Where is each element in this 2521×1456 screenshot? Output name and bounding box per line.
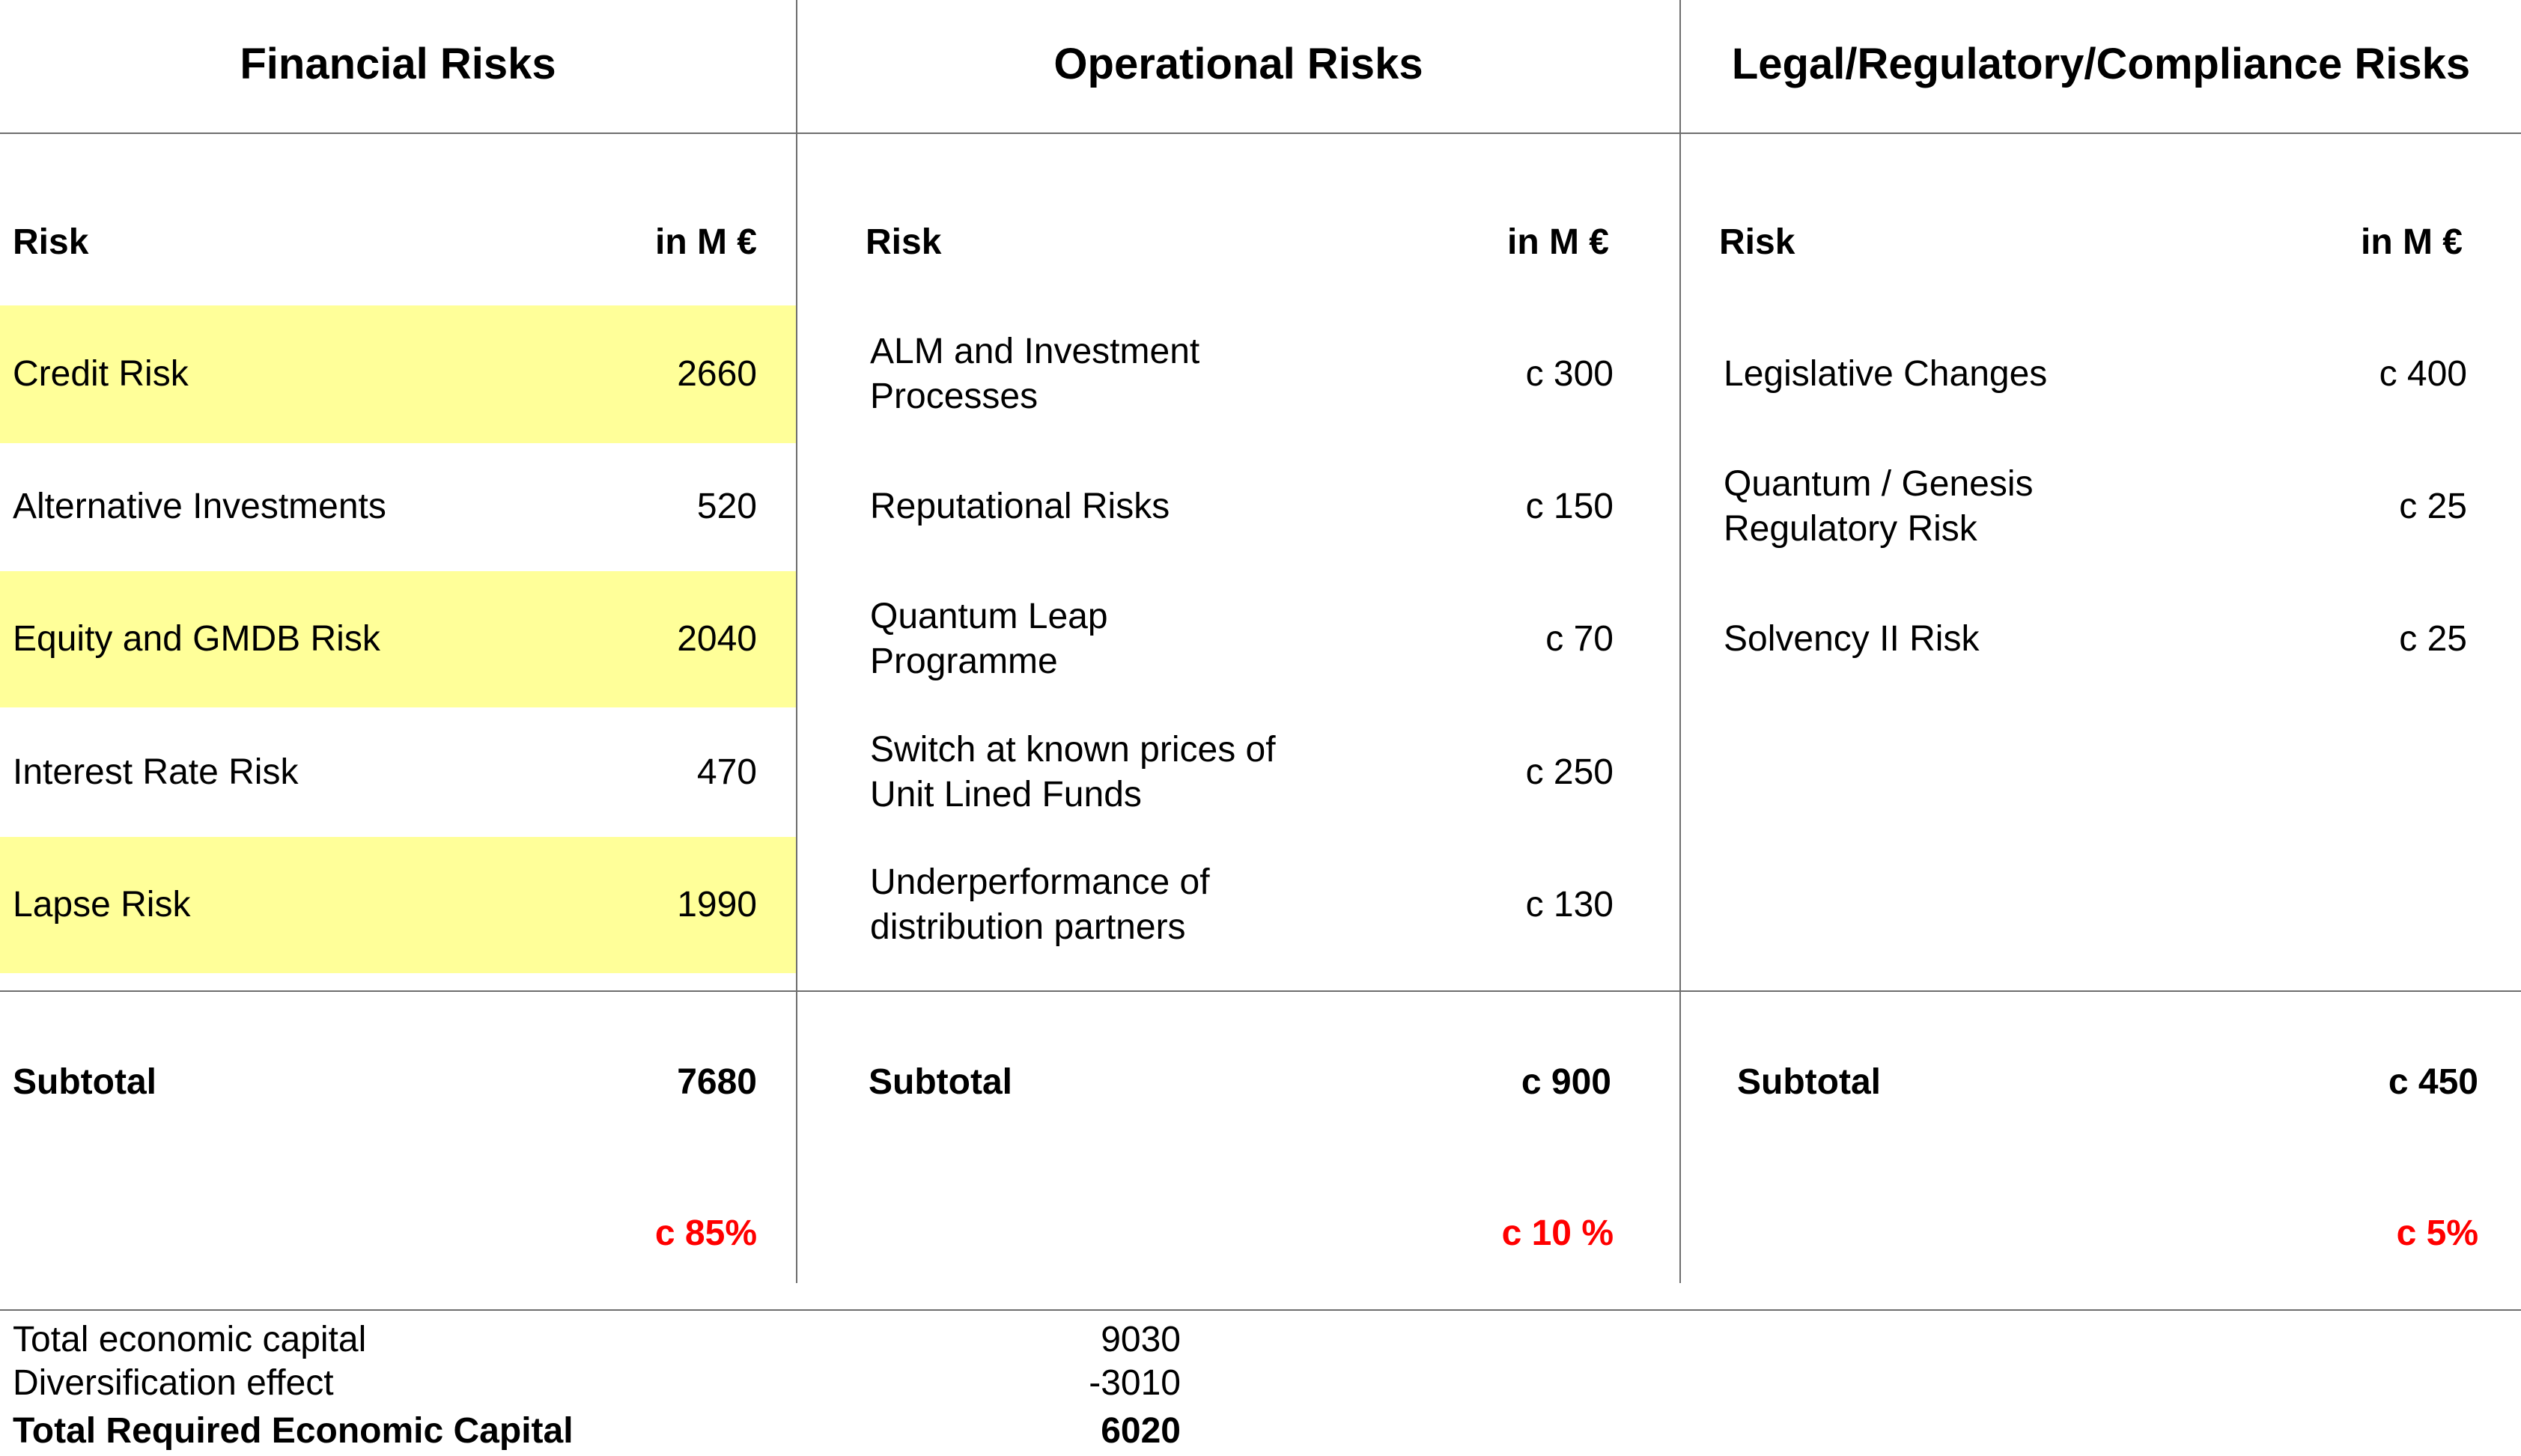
- financial-row-label: Lapse Risk: [13, 885, 191, 925]
- highlight-credit-risk: [0, 305, 796, 443]
- operational-header-risk: Risk: [866, 222, 942, 262]
- financial-row-value: 470: [696, 752, 757, 792]
- financial-subtotal-value: 7680: [677, 1062, 757, 1102]
- financial-row-label: Alternative Investments: [13, 487, 386, 526]
- legal-row-value: c 25: [2399, 619, 2467, 659]
- financial-row-value: 520: [696, 487, 757, 526]
- financial-header-risk: Risk: [13, 222, 89, 262]
- operational-subtotal-value: c 900: [1521, 1062, 1611, 1102]
- financial-share: c 85%: [654, 1213, 757, 1253]
- legal-header-risk: Risk: [1719, 222, 1795, 262]
- diversification-effect-value: -3010: [1089, 1363, 1181, 1403]
- column-divider-1: [796, 0, 797, 1283]
- operational-row-value: c 300: [1525, 354, 1614, 394]
- financial-row-label: Equity and GMDB Risk: [13, 619, 380, 659]
- subtotal-divider: [0, 990, 2521, 992]
- legal-subtotal-label: Subtotal: [1737, 1062, 1881, 1102]
- operational-row-value: c 70: [1545, 619, 1614, 659]
- legal-share: c 5%: [2396, 1213, 2478, 1253]
- operational-row-value: c 150: [1525, 487, 1614, 526]
- column-divider-2: [1679, 0, 1681, 1283]
- highlight-lapse-risk: [0, 837, 796, 973]
- operational-row-label: Reputational Risks: [870, 487, 1170, 526]
- financial-row-value: 2040: [677, 619, 757, 659]
- financial-header-unit: in M €: [654, 222, 757, 262]
- legal-row-value: c 25: [2399, 487, 2467, 526]
- legal-row-label: Legislative Changes: [1724, 354, 2048, 394]
- legal-row-label: Quantum / Genesis Regulatory Risk: [1724, 464, 2034, 549]
- operational-risks-title: Operational Risks: [1053, 40, 1423, 88]
- total-economic-capital-label: Total economic capital: [13, 1320, 367, 1359]
- financial-subtotal-label: Subtotal: [13, 1062, 156, 1102]
- operational-row-label: Switch at known prices of Unit Lined Fun…: [870, 730, 1276, 814]
- financial-row-label: Interest Rate Risk: [13, 752, 299, 792]
- total-economic-capital-value: 9030: [1101, 1320, 1181, 1359]
- legal-header-unit: in M €: [2360, 222, 2463, 262]
- operational-share: c 10 %: [1501, 1213, 1614, 1253]
- operational-header-unit: in M €: [1506, 222, 1609, 262]
- totals-divider: [0, 1309, 2521, 1311]
- highlight-equity-gmdb-risk: [0, 571, 796, 707]
- financial-row-value: 2660: [677, 354, 757, 394]
- operational-row-value: c 130: [1525, 885, 1614, 925]
- legal-row-value: c 400: [2379, 354, 2467, 394]
- legal-risks-title: Legal/Regulatory/Compliance Risks: [1731, 40, 2471, 88]
- financial-risks-title: Financial Risks: [240, 40, 556, 88]
- operational-row-label: Quantum Leap Programme: [870, 597, 1108, 681]
- operational-row-label: Underperformance of distribution partner…: [870, 862, 1210, 947]
- header-divider: [0, 132, 2521, 134]
- legal-row-label: Solvency II Risk: [1724, 619, 1980, 659]
- financial-row-value: 1990: [677, 885, 757, 925]
- diversification-effect-label: Diversification effect: [13, 1363, 334, 1403]
- operational-row-value: c 250: [1525, 752, 1614, 792]
- total-required-capital-label: Total Required Economic Capital: [13, 1411, 574, 1451]
- financial-row-label: Credit Risk: [13, 354, 189, 394]
- operational-subtotal-label: Subtotal: [869, 1062, 1012, 1102]
- total-required-capital-value: 6020: [1101, 1411, 1181, 1451]
- legal-subtotal-value: c 450: [2388, 1062, 2478, 1102]
- operational-row-label: ALM and Investment Processes: [870, 332, 1200, 416]
